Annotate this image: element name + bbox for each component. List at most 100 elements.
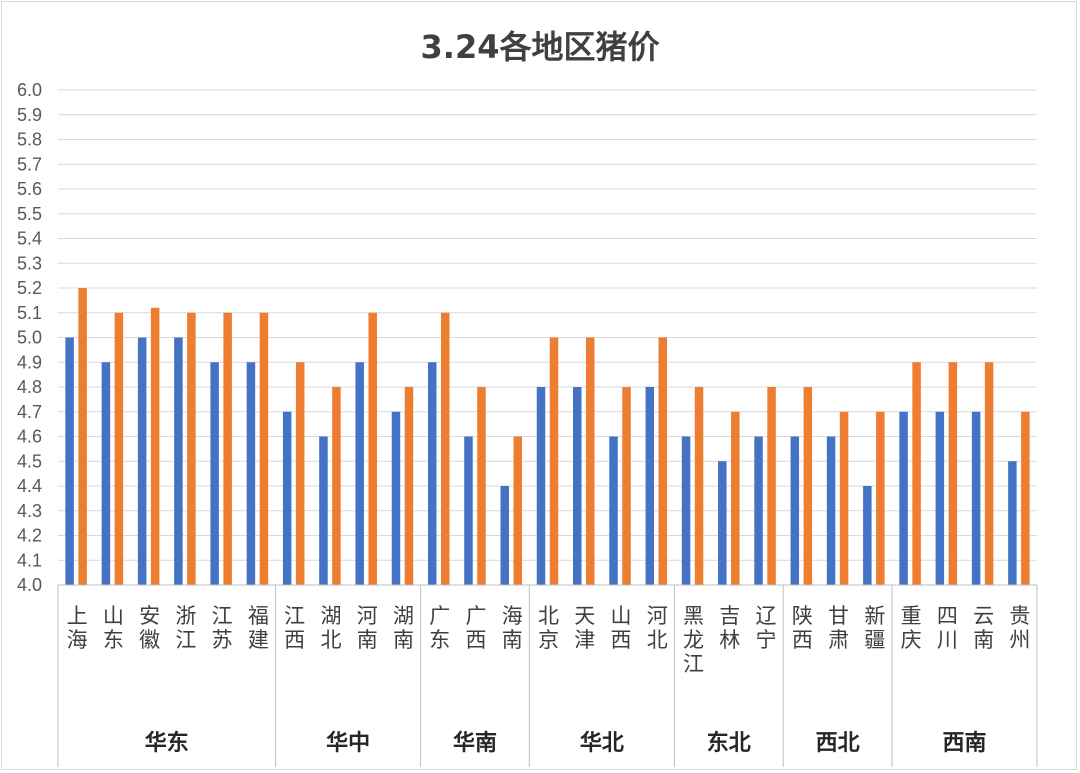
group-label: 西南 xyxy=(942,731,986,756)
bar-series-2 xyxy=(876,411,885,585)
bar-series-2 xyxy=(223,312,232,585)
bar-series-1 xyxy=(573,387,582,585)
y-tick-label: 5.4 xyxy=(17,229,42,249)
bar-series-2 xyxy=(912,362,921,585)
y-tick-label: 5.2 xyxy=(17,278,42,298)
y-tick-label: 4.4 xyxy=(17,476,42,496)
y-tick-label: 4.6 xyxy=(17,427,42,447)
bar-series-2 xyxy=(114,312,124,585)
bar-series-1 xyxy=(101,362,111,585)
group-label: 华南 xyxy=(453,730,497,756)
x-tick-label: 辽宁 xyxy=(756,604,777,652)
x-tick-label: 上海 xyxy=(67,604,88,652)
x-tick-label: 广西 xyxy=(465,604,486,652)
bar-series-2 xyxy=(948,362,958,585)
y-tick-label: 5.3 xyxy=(17,253,42,273)
bar-series-2 xyxy=(622,387,631,585)
bar-series-2 xyxy=(78,288,87,585)
x-tick-label: 海南 xyxy=(502,604,523,652)
bar-series-2 xyxy=(404,387,414,585)
bar-series-1 xyxy=(427,362,437,585)
bar-series-1 xyxy=(826,436,836,585)
bar-series-2 xyxy=(368,312,377,585)
bar-series-2 xyxy=(477,387,486,585)
x-tick-label: 重庆 xyxy=(901,604,922,652)
x-tick-label: 湖南 xyxy=(393,604,414,652)
x-tick-label: 甘肃 xyxy=(828,604,849,652)
bar-series-2 xyxy=(984,362,994,585)
chart-title: 3.24各地区猪价 xyxy=(420,28,660,66)
x-tick-label: 河北 xyxy=(647,604,668,652)
x-tick-label: 吉林 xyxy=(719,604,740,652)
x-tick-label: 江苏 xyxy=(212,604,233,652)
y-tick-label: 5.0 xyxy=(17,328,42,348)
bar-series-2 xyxy=(803,387,813,585)
bar-series-1 xyxy=(464,436,473,585)
bar-series-2 xyxy=(187,312,196,585)
x-tick-label: 安徽 xyxy=(139,604,160,652)
y-tick-label: 5.5 xyxy=(17,204,42,224)
x-tick-label: 浙江 xyxy=(175,604,196,652)
bar-series-2 xyxy=(767,387,776,585)
bar-series-1 xyxy=(863,486,872,585)
group-label: 华北 xyxy=(580,730,624,756)
bar-series-1 xyxy=(681,436,691,585)
bar-series-2 xyxy=(332,387,341,585)
y-tick-label: 4.9 xyxy=(17,352,42,372)
x-tick-label: 湖北 xyxy=(320,604,341,652)
bar-series-1 xyxy=(536,387,546,585)
bar-series-1 xyxy=(935,411,945,585)
group-label: 华东 xyxy=(145,730,189,756)
x-tick-label: 陕西 xyxy=(792,604,813,652)
y-tick-label: 4.8 xyxy=(17,377,42,397)
x-tick-label: 贵州 xyxy=(1009,604,1030,652)
group-label: 东北 xyxy=(707,730,751,756)
bar-series-2 xyxy=(513,436,522,585)
x-tick-label: 河南 xyxy=(357,604,378,652)
y-tick-label: 4.7 xyxy=(17,402,42,422)
y-tick-label: 4.1 xyxy=(17,550,42,570)
y-tick-label: 5.7 xyxy=(17,154,42,174)
y-tick-label: 4.0 xyxy=(17,575,42,595)
bar-series-1 xyxy=(174,337,183,585)
y-tick-label: 6.0 xyxy=(17,80,42,100)
bar-series-1 xyxy=(609,436,618,585)
y-tick-label: 5.6 xyxy=(17,179,42,199)
y-tick-label: 4.5 xyxy=(17,451,42,471)
bar-series-1 xyxy=(246,362,256,585)
bar-series-1 xyxy=(282,411,292,585)
x-tick-label: 天津 xyxy=(574,604,595,652)
group-label: 西北 xyxy=(816,731,860,756)
bar-series-1 xyxy=(210,362,219,585)
bar-series-2 xyxy=(259,312,269,585)
bar-series-1 xyxy=(754,436,763,585)
y-tick-label: 5.1 xyxy=(17,303,42,323)
bar-series-1 xyxy=(790,436,800,585)
x-tick-label: 云南 xyxy=(973,604,994,652)
bar-series-1 xyxy=(645,387,655,585)
bar-series-1 xyxy=(971,411,981,585)
bar-series-2 xyxy=(549,337,559,585)
bar-series-1 xyxy=(65,337,74,585)
group-label: 华中 xyxy=(326,730,370,756)
bar-series-2 xyxy=(839,411,849,585)
bar-series-1 xyxy=(137,337,147,585)
bar-series-1 xyxy=(718,461,727,585)
bar-series-2 xyxy=(150,307,160,585)
y-tick-label: 4.2 xyxy=(17,526,42,546)
x-tick-label: 山西 xyxy=(611,604,632,652)
x-tick-label: 黑龙江 xyxy=(683,604,704,676)
bar-series-1 xyxy=(500,486,509,585)
x-tick-label: 山东 xyxy=(103,604,124,652)
bar-series-1 xyxy=(1008,461,1017,585)
y-tick-label: 5.9 xyxy=(17,105,42,125)
bar-series-2 xyxy=(440,312,450,585)
bar-series-2 xyxy=(586,337,595,585)
bar-series-1 xyxy=(391,411,401,585)
x-tick-label: 新疆 xyxy=(864,604,885,652)
x-tick-label: 广东 xyxy=(429,604,450,652)
x-tick-label: 北京 xyxy=(538,604,559,652)
x-tick-label: 四川 xyxy=(937,604,958,652)
bar-series-1 xyxy=(355,362,364,585)
bar-series-2 xyxy=(295,362,305,585)
